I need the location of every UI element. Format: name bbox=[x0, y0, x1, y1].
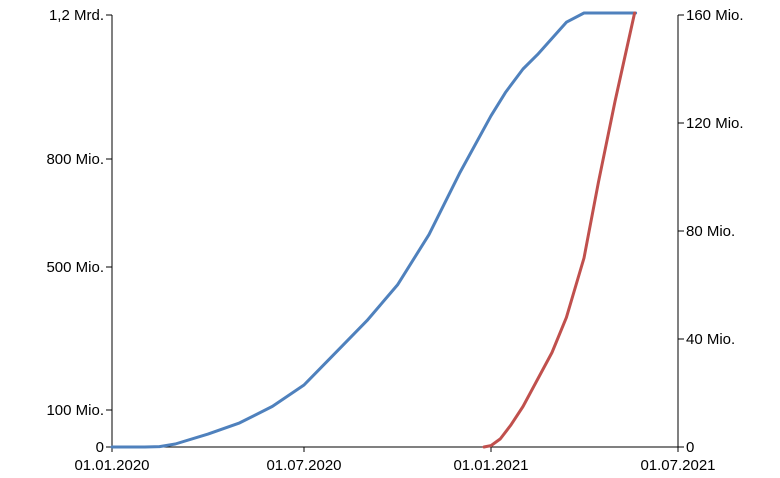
y-right-tick-label: 0 bbox=[686, 439, 694, 456]
y-right-tick-label: 120 Mio. bbox=[686, 115, 744, 132]
series-line-right-axis bbox=[482, 11, 637, 449]
y-left-tick-label: 0 bbox=[96, 439, 104, 456]
y-right-tick-label: 160 Mio. bbox=[686, 7, 744, 24]
y-right-tick-label: 80 Mio. bbox=[686, 223, 735, 240]
y-left-tick-label: 100 Mio. bbox=[46, 402, 104, 419]
x-tick-label: 01.01.2021 bbox=[453, 457, 528, 474]
x-tick-label: 01.01.2020 bbox=[74, 457, 149, 474]
y-left-tick-label: 500 Mio. bbox=[46, 259, 104, 276]
series-line-left-axis bbox=[110, 11, 638, 449]
y-left-tick-label: 1,2 Mrd. bbox=[49, 7, 104, 24]
y-right-tick-label: 40 Mio. bbox=[686, 331, 735, 348]
x-tick-label: 01.07.2021 bbox=[640, 457, 715, 474]
y-left-tick-label: 800 Mio. bbox=[46, 151, 104, 168]
x-tick-label: 01.07.2020 bbox=[266, 457, 341, 474]
